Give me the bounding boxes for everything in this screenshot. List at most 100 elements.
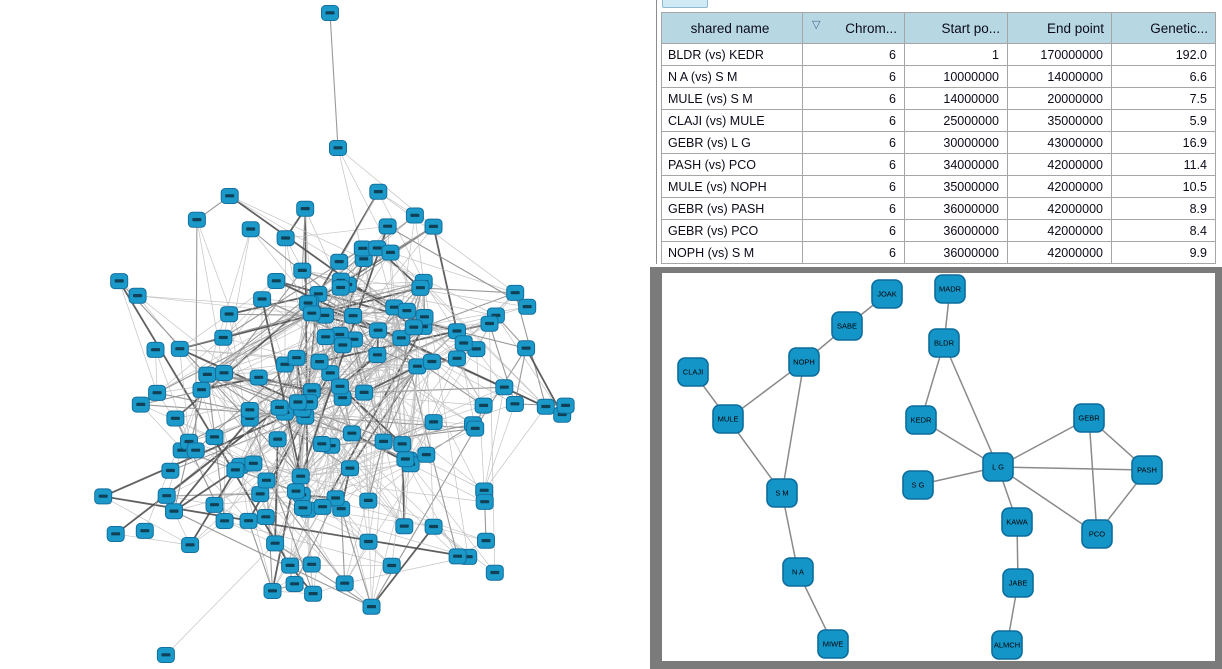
network-node[interactable] (480, 315, 499, 332)
network-node[interactable] (296, 200, 315, 217)
network-node[interactable] (241, 221, 260, 238)
network-node[interactable] (94, 488, 113, 505)
network-node[interactable] (257, 472, 276, 489)
network-node[interactable] (263, 583, 282, 599)
network-node[interactable] (170, 340, 189, 357)
table-cell[interactable]: 10000000 (904, 65, 1008, 88)
network-node[interactable]: ALMCH (991, 630, 1023, 660)
network-node[interactable] (475, 493, 494, 510)
table-tab[interactable] (662, 0, 708, 8)
table-row[interactable]: GEBR (vs) PASH 6 36000000 42000000 8.9 (661, 197, 1216, 220)
table-row[interactable]: MULE (vs) NOPH 6 35000000 42000000 10.5 (661, 175, 1216, 198)
table-cell[interactable]: 6 (802, 153, 905, 176)
network-node[interactable] (214, 329, 233, 346)
network-node[interactable]: JABE (1002, 568, 1034, 598)
network-node[interactable]: MULE (712, 404, 744, 434)
table-cell[interactable]: 11.4 (1111, 153, 1216, 176)
network-node[interactable]: KAWA (1001, 507, 1033, 537)
table-row[interactable]: GEBR (vs) PCO 6 36000000 42000000 8.4 (661, 219, 1216, 242)
network-node[interactable] (506, 284, 525, 301)
network-node[interactable] (266, 535, 285, 552)
network-node[interactable] (505, 396, 524, 412)
network-node[interactable]: N A (782, 557, 814, 587)
table-cell[interactable]: 35000000 (904, 175, 1008, 198)
table-cell[interactable]: 5.9 (1111, 109, 1216, 132)
overview-network-canvas[interactable] (0, 0, 655, 669)
network-node[interactable] (368, 240, 387, 257)
network-node[interactable] (205, 429, 224, 446)
table-row[interactable]: NOPH (vs) S M 6 36000000 42000000 9.9 (661, 241, 1216, 264)
table-cell[interactable]: 6 (802, 65, 905, 88)
table-cell[interactable]: GEBR (vs) PCO (661, 219, 803, 242)
column-header-3[interactable]: End point (1007, 12, 1112, 44)
network-node[interactable] (166, 410, 185, 427)
table-row[interactable]: N A (vs) S M 6 10000000 14000000 6.6 (661, 65, 1216, 88)
network-node[interactable] (313, 498, 332, 515)
network-node[interactable] (270, 399, 289, 416)
network-node[interactable] (251, 486, 270, 503)
network-node[interactable] (330, 253, 349, 270)
network-node[interactable] (424, 414, 443, 431)
network-node[interactable] (359, 533, 378, 550)
network-node[interactable] (256, 509, 275, 525)
network-node[interactable] (331, 378, 349, 395)
table-cell[interactable]: MULE (vs) NOPH (661, 175, 803, 198)
network-node[interactable] (316, 329, 335, 345)
table-cell[interactable]: 25000000 (904, 109, 1008, 132)
network-node[interactable] (310, 353, 329, 370)
network-node[interactable] (536, 398, 555, 415)
network-node[interactable] (268, 431, 287, 448)
network-node[interactable] (186, 442, 205, 459)
network-node[interactable] (240, 402, 259, 418)
column-header-4[interactable]: Genetic... (1111, 12, 1216, 44)
table-cell[interactable]: 20000000 (1007, 87, 1112, 110)
network-node[interactable] (369, 322, 388, 339)
network-node[interactable] (302, 305, 321, 322)
network-node[interactable] (342, 425, 361, 442)
table-cell[interactable]: 6.6 (1111, 65, 1216, 88)
table-cell[interactable]: 36000000 (904, 241, 1008, 264)
table-cell[interactable]: PASH (vs) PCO (661, 153, 803, 176)
network-node[interactable] (281, 557, 300, 574)
network-node[interactable] (353, 240, 372, 257)
table-cell[interactable]: 170000000 (1007, 43, 1112, 66)
table-cell[interactable]: 10.5 (1111, 175, 1216, 198)
network-node[interactable] (454, 335, 473, 352)
table-cell[interactable]: 192.0 (1111, 43, 1216, 66)
network-node[interactable] (448, 350, 466, 367)
table-cell[interactable]: BLDR (vs) KEDR (661, 43, 803, 66)
network-node[interactable] (192, 381, 211, 398)
network-node[interactable] (359, 492, 378, 509)
network-node[interactable] (294, 500, 312, 516)
table-cell[interactable]: 35000000 (1007, 109, 1112, 132)
table-row[interactable]: PASH (vs) PCO 6 34000000 42000000 11.4 (661, 153, 1216, 176)
network-node[interactable] (244, 455, 263, 472)
column-header-2[interactable]: Start po... (904, 12, 1008, 44)
table-cell[interactable]: 7.5 (1111, 87, 1216, 110)
network-node[interactable]: SABE (831, 311, 863, 341)
network-node[interactable] (148, 384, 167, 401)
table-cell[interactable]: 16.9 (1111, 131, 1216, 154)
network-node[interactable] (378, 218, 397, 235)
network-node[interactable] (485, 564, 504, 581)
network-node[interactable] (110, 273, 129, 290)
table-cell[interactable]: GEBR (vs) PASH (661, 197, 803, 220)
network-node[interactable] (287, 349, 306, 366)
table-row[interactable]: GEBR (vs) L G 6 30000000 43000000 16.9 (661, 131, 1216, 154)
network-node[interactable] (368, 347, 387, 363)
table-cell[interactable]: 42000000 (1007, 241, 1112, 264)
network-node[interactable] (135, 522, 154, 539)
network-node[interactable] (226, 462, 245, 479)
network-node[interactable] (424, 518, 443, 535)
table-cell[interactable]: 43000000 (1007, 131, 1112, 154)
table-row[interactable]: BLDR (vs) KEDR 6 1 170000000 192.0 (661, 43, 1216, 66)
network-node[interactable] (331, 279, 350, 296)
table-cell[interactable]: N A (vs) S M (661, 65, 803, 88)
network-node[interactable] (198, 366, 217, 383)
network-node[interactable] (288, 394, 307, 411)
network-node[interactable]: S G (902, 470, 934, 500)
table-cell[interactable]: 1 (904, 43, 1008, 66)
network-node[interactable] (397, 302, 416, 319)
network-node[interactable] (161, 462, 180, 479)
network-node[interactable] (404, 319, 423, 336)
